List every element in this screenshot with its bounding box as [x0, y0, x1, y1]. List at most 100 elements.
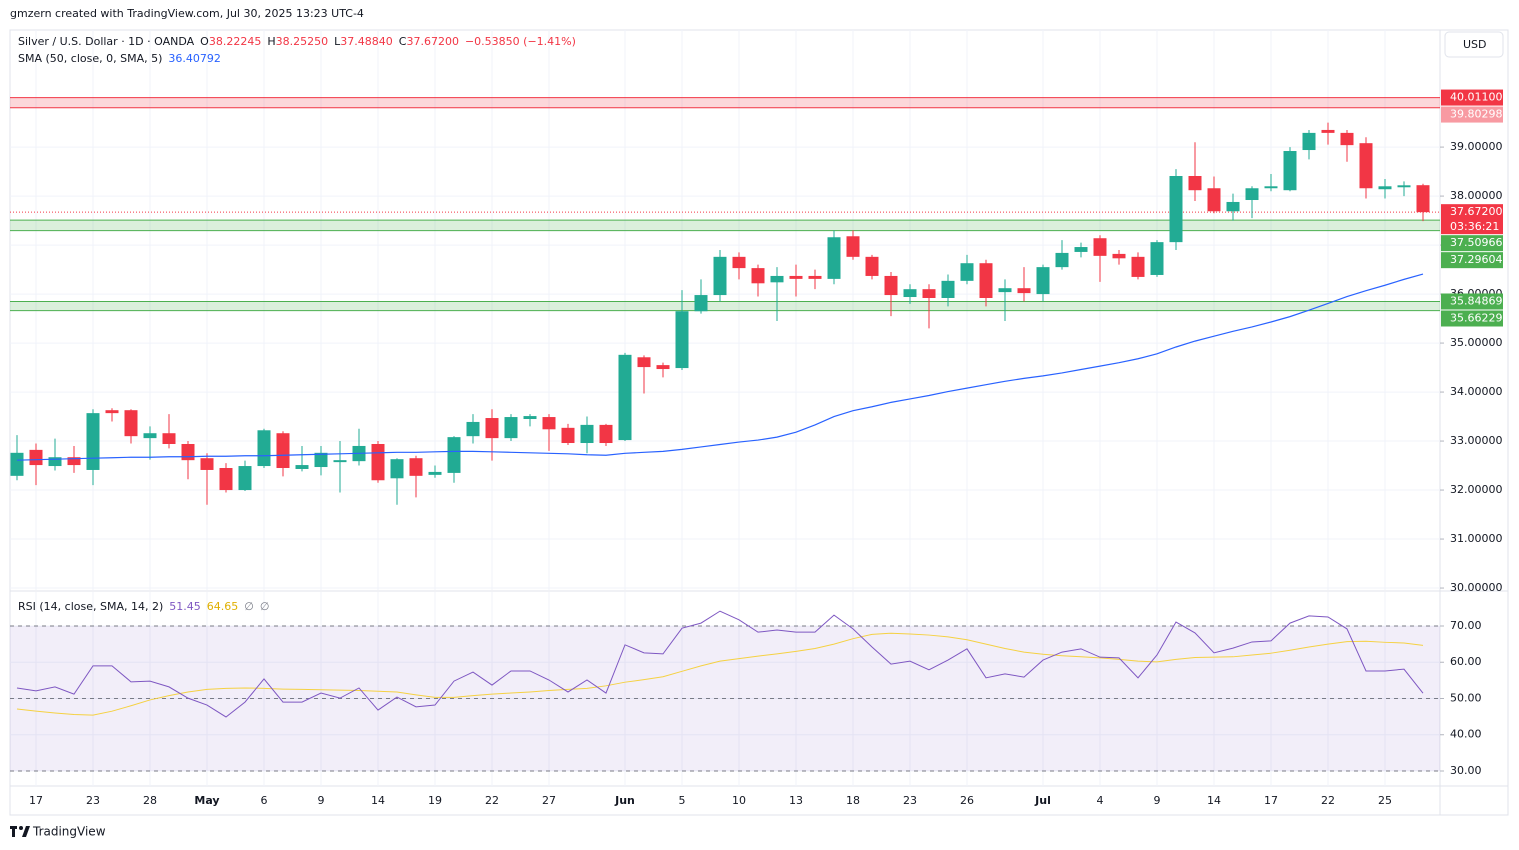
x-tick-label: 6 [261, 794, 268, 807]
price-box-label: 37.50966 [1450, 236, 1503, 249]
currency-label[interactable]: USD [1463, 38, 1487, 51]
candle-body [846, 236, 860, 257]
candle-body [485, 418, 499, 439]
caption: gmzern created with TradingView.com, Jul… [10, 7, 364, 20]
candle-body [827, 237, 841, 279]
price-box-label: 35.84869 [1450, 294, 1503, 307]
candle-body [960, 263, 974, 281]
rsi-title: RSI (14, close, SMA, 14, 2) [18, 600, 164, 613]
candle-body [200, 458, 214, 470]
candle-body [86, 413, 100, 470]
price-box-label: 39.80298 [1450, 108, 1503, 121]
price-box [1441, 310, 1503, 327]
price-box-label: 40.01100 [1450, 91, 1503, 104]
candle-body [1169, 176, 1183, 243]
candle-body [1321, 129, 1335, 133]
change: −0.53850 (−1.41%) [464, 35, 576, 48]
x-tick-label: May [194, 794, 219, 807]
candle-body [789, 275, 803, 279]
candle-body [561, 427, 575, 444]
price-box [1441, 89, 1503, 106]
y-tick-label: 70.00 [1450, 619, 1482, 632]
candle-body [1131, 256, 1145, 277]
candle-body [542, 417, 556, 430]
rsi-line [16, 632, 1424, 716]
x-tick-label: 22 [1321, 794, 1335, 807]
candle-body [162, 433, 176, 444]
candle-body [390, 459, 404, 479]
candle-body [751, 268, 765, 284]
y-tick-label: 35.00000 [1450, 336, 1503, 349]
candle-body [808, 275, 822, 279]
y-tick-label: 34.00000 [1450, 385, 1503, 398]
candle-body [1416, 185, 1430, 213]
candle-body [770, 275, 784, 283]
price-box-label: 37.29604 [1450, 253, 1503, 266]
candle-body [637, 357, 651, 368]
candle-body [1359, 143, 1373, 189]
price-box-label: 35.66229 [1450, 311, 1503, 324]
price-box-label: 37.67200 [1450, 205, 1503, 218]
candle-body [1112, 253, 1126, 259]
x-tick-label: 13 [789, 794, 803, 807]
price-box [1441, 106, 1503, 123]
sma-legend: SMA (50, close, 0, SMA, 5) 36.40792 [18, 52, 227, 65]
candle-body [276, 433, 290, 469]
candle-body [1093, 238, 1107, 256]
zone [10, 97, 1440, 108]
x-tick-label: 14 [371, 794, 385, 807]
candle-body [124, 410, 138, 437]
candle-body [1302, 132, 1316, 151]
zone [10, 301, 1440, 311]
candle-body [143, 433, 157, 439]
candle-body [922, 289, 936, 298]
candle-body [1283, 151, 1297, 191]
candle-body [694, 295, 708, 312]
x-tick-label: Jun [614, 794, 635, 807]
x-tick-label: 9 [1154, 794, 1161, 807]
candle-body [67, 457, 81, 466]
x-tick-label: 5 [679, 794, 686, 807]
sma-value: 36.40792 [168, 52, 221, 65]
brand-name: TradingView [32, 825, 106, 839]
x-tick-label: 19 [428, 794, 442, 807]
brand-logo [10, 826, 30, 837]
x-tick-label: 18 [846, 794, 860, 807]
candle-body [409, 458, 423, 476]
sma-line [16, 273, 1424, 461]
price-box-label: 03:36:21 [1450, 220, 1499, 233]
candle-body [1264, 186, 1278, 189]
price-box [1441, 293, 1503, 310]
currency-button[interactable] [1444, 31, 1504, 58]
candle-body [580, 424, 594, 444]
x-tick-label: 10 [732, 794, 746, 807]
x-tick-label: 27 [542, 794, 556, 807]
x-tick-label: 17 [29, 794, 43, 807]
candle-body [314, 452, 328, 468]
candle-body [1226, 201, 1240, 212]
rsi-value: 64.65 [206, 600, 239, 613]
candle-body [295, 465, 309, 469]
rsi-value: 51.45 [169, 600, 201, 613]
ohlc-value: 37.48840 [340, 35, 393, 48]
candle-body [998, 288, 1012, 293]
candle-body [29, 449, 43, 466]
x-tick-label: 9 [318, 794, 325, 807]
x-tick-label: Jul [1034, 794, 1051, 807]
rsi-extra: ∅ [244, 600, 254, 613]
y-tick-label: 50.00 [1450, 691, 1482, 704]
candle-body [257, 430, 271, 467]
price-box [1441, 252, 1503, 269]
x-tick-label: 25 [1378, 794, 1392, 807]
candle-body [333, 460, 347, 463]
symbol: Silver / U.S. Dollar · 1D · OANDA [18, 35, 195, 48]
candle-body [105, 410, 119, 414]
rsi-extra: ∅ [259, 600, 270, 613]
ohlc-label: L [334, 35, 341, 48]
candle-body [599, 424, 613, 444]
candle-body [656, 365, 670, 370]
candle-body [523, 416, 537, 420]
y-tick-label: 30.00000 [1450, 581, 1503, 594]
candle-body [181, 443, 195, 461]
